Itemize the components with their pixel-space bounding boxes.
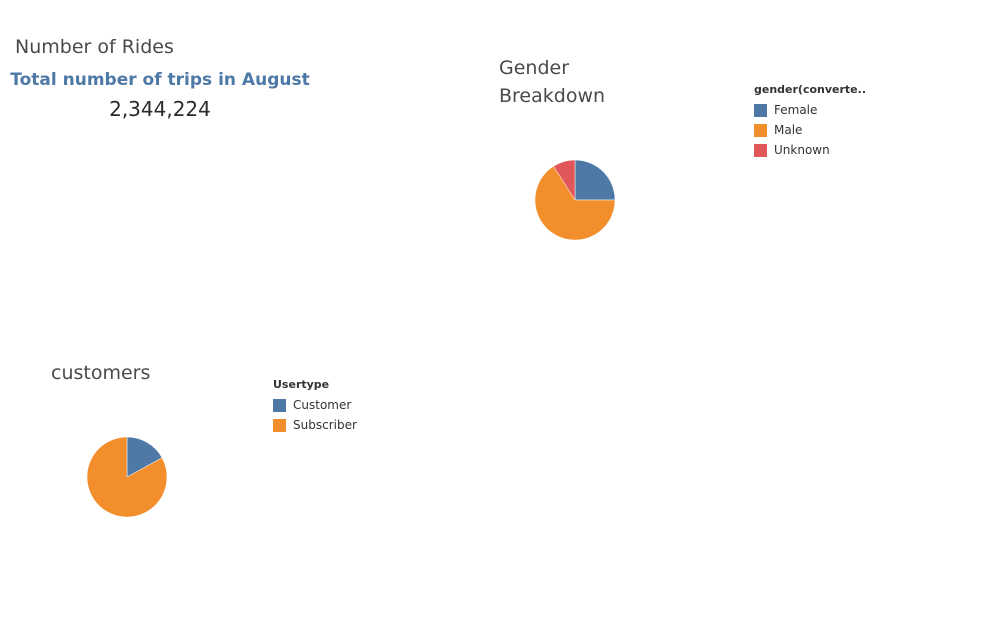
legend-swatch-female (754, 103, 767, 117)
gender-legend-title: gender(converte.. (754, 83, 866, 96)
legend-item-subscriber[interactable]: Subscriber (273, 415, 357, 435)
kpi-label: Total number of trips in August (10, 70, 310, 90)
legend-item-female[interactable]: Female (754, 100, 866, 120)
kpi-sheet-title: Number of Rides (15, 36, 174, 58)
legend-swatch-customer (273, 398, 286, 412)
gender-sheet-title: Gender Breakdown (499, 54, 605, 110)
gender-pie-slice-male[interactable] (534, 165, 616, 241)
legend-swatch-unknown (754, 143, 767, 157)
legend-label-subscriber: Subscriber (293, 418, 357, 432)
legend-label-customer: Customer (293, 398, 352, 412)
customers-pie-chart[interactable] (86, 436, 168, 518)
legend-item-unknown[interactable]: Unknown (754, 140, 866, 160)
gender-title-line2: Breakdown (499, 85, 606, 107)
customers-sheet-title: customers (51, 362, 151, 384)
gender-pie-chart[interactable] (534, 159, 616, 241)
gender-legend: gender(converte.. Female Male Unknown (754, 83, 866, 160)
customers-pie-slice-customer[interactable] (126, 436, 163, 478)
legend-label-female: Female (774, 103, 818, 117)
gender-pie-slice-unknown[interactable] (553, 159, 576, 201)
legend-swatch-male (754, 123, 767, 137)
legend-item-male[interactable]: Male (754, 120, 866, 140)
legend-label-unknown: Unknown (774, 143, 830, 157)
customers-legend: Usertype Customer Subscriber (273, 378, 357, 435)
legend-label-male: Male (774, 123, 803, 137)
gender-pie-slice-female[interactable] (574, 159, 616, 201)
legend-swatch-subscriber (273, 418, 286, 432)
kpi-value: 2,344,224 (109, 97, 211, 121)
customers-pie-slice-subscriber[interactable] (86, 436, 168, 518)
customers-legend-title: Usertype (273, 378, 330, 391)
legend-item-customer[interactable]: Customer (273, 395, 357, 415)
gender-title-line1: Gender (499, 57, 570, 79)
